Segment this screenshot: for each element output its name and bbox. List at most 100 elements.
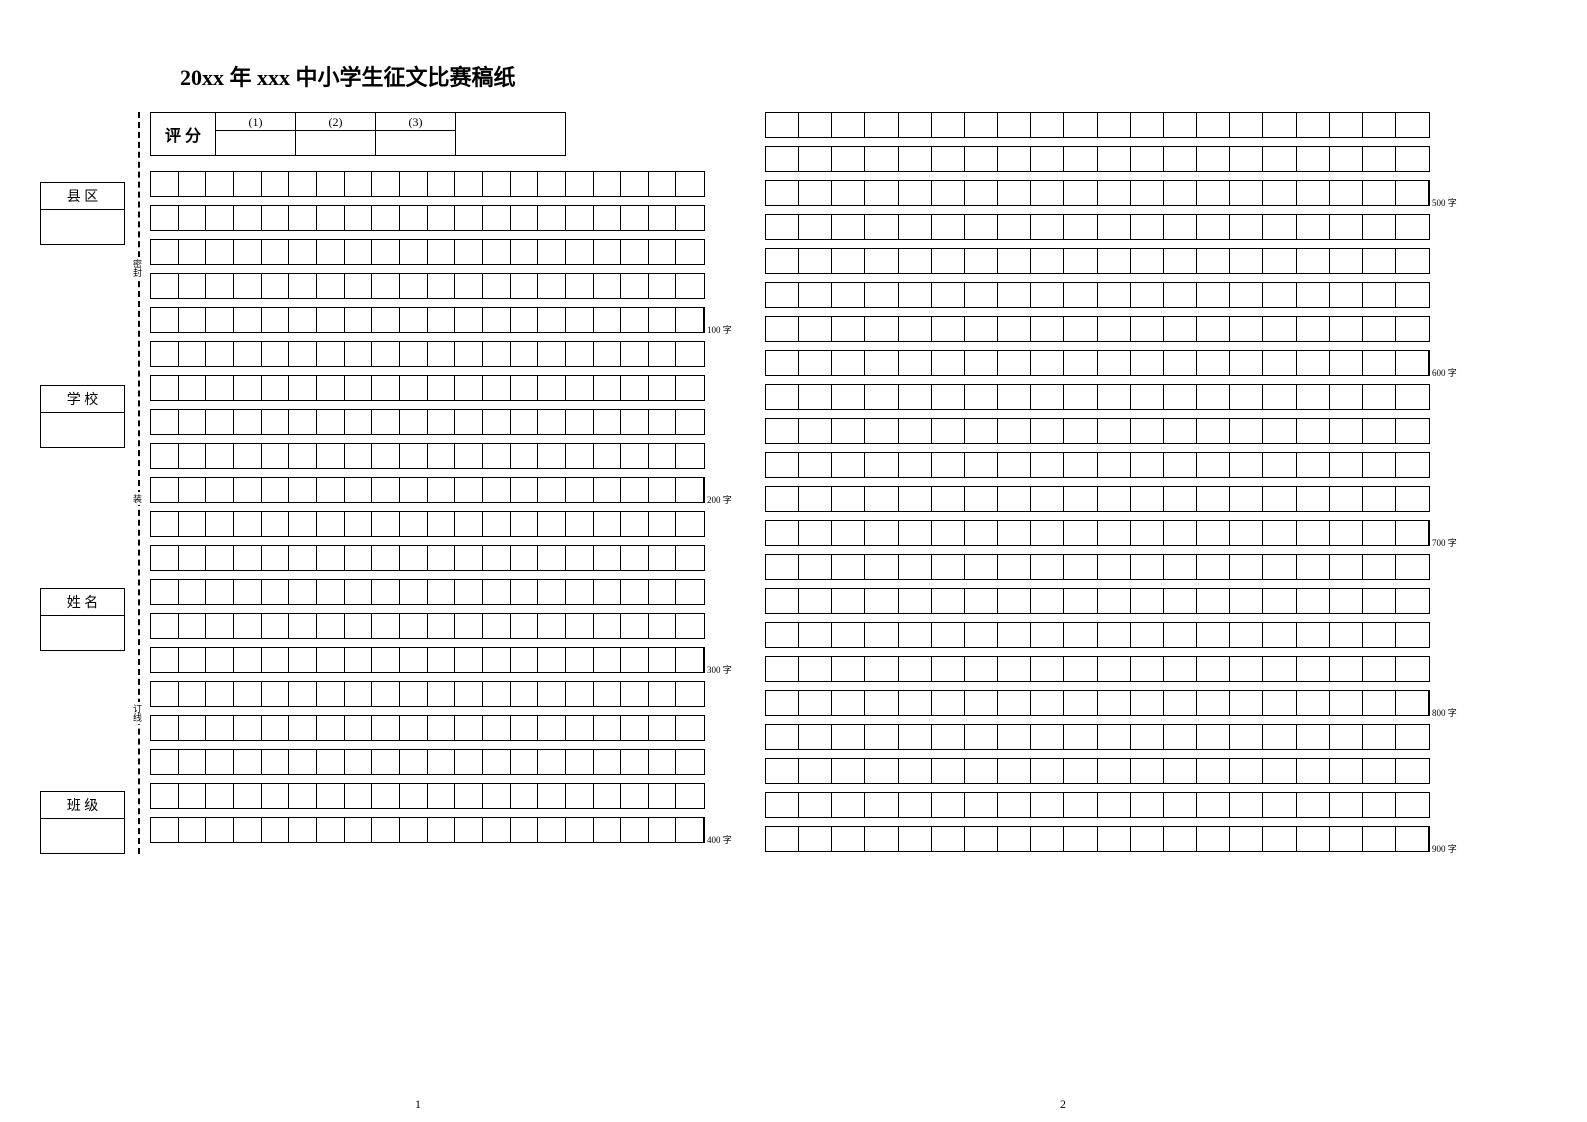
grid-cell — [998, 759, 1031, 783]
grid-cell — [483, 648, 511, 672]
grid-row — [765, 792, 1430, 818]
grid-cell — [317, 648, 345, 672]
grid-cell — [1263, 215, 1296, 239]
grid-cell — [428, 546, 456, 570]
page-number-1: 1 — [415, 1097, 421, 1112]
grid-cell — [594, 444, 622, 468]
grid-cell — [649, 342, 677, 366]
grid-cell — [932, 317, 965, 341]
grid-cell — [1197, 283, 1230, 307]
grid-cell — [372, 546, 400, 570]
grid-cell — [799, 691, 832, 715]
grid-cell — [372, 512, 400, 536]
grid-cell — [428, 716, 456, 740]
side-label-name-body — [40, 616, 125, 651]
grid-cell — [1197, 691, 1230, 715]
grid-cell — [998, 793, 1031, 817]
grid-cell — [1197, 147, 1230, 171]
grid-cell — [799, 317, 832, 341]
grid-cell — [1230, 113, 1263, 137]
grid-row — [150, 681, 705, 707]
grid-cell — [1164, 181, 1197, 205]
grid-cell — [1164, 521, 1197, 545]
grid-cell — [621, 274, 649, 298]
grid-cell — [345, 818, 373, 842]
grid-cell — [1330, 351, 1363, 375]
grid-cell — [1330, 215, 1363, 239]
grid-cell — [262, 240, 290, 264]
grid-cell — [799, 555, 832, 579]
grid-row — [765, 316, 1430, 342]
grid-cell — [899, 793, 932, 817]
grid-cell — [998, 589, 1031, 613]
score-cell-2-header: (2) — [296, 113, 375, 131]
grid-cell — [1263, 351, 1296, 375]
grid-cell — [1230, 215, 1263, 239]
grid-cell — [1263, 725, 1296, 749]
grid-cell — [400, 818, 428, 842]
grid-cell — [262, 818, 290, 842]
grid-cell — [998, 283, 1031, 307]
grid-cell — [179, 580, 207, 604]
grid-cell — [1164, 147, 1197, 171]
grid-cell — [1330, 555, 1363, 579]
grid-cell — [649, 206, 677, 230]
grid-cell — [865, 555, 898, 579]
grid-cell — [179, 546, 207, 570]
grid-cell — [1396, 283, 1429, 307]
grid-cell — [262, 716, 290, 740]
grid-cell — [455, 206, 483, 230]
grid-cell — [766, 385, 799, 409]
grid-cell — [1131, 759, 1164, 783]
side-label-county-header: 县 区 — [40, 182, 125, 210]
grid-cell — [538, 716, 566, 740]
grid-row — [765, 248, 1430, 274]
grid-cell — [1064, 589, 1097, 613]
grid-cell — [649, 478, 677, 502]
grid-cell — [455, 240, 483, 264]
grid-cell — [151, 682, 179, 706]
grid-cell — [766, 793, 799, 817]
grid-cell — [899, 215, 932, 239]
grid-cell — [1396, 827, 1429, 851]
grid-cell — [832, 623, 865, 647]
grid-row — [150, 545, 705, 571]
grid-cell — [262, 512, 290, 536]
grid-cell — [998, 181, 1031, 205]
grid-row — [765, 282, 1430, 308]
grid-cell — [832, 283, 865, 307]
grid-cell — [1031, 487, 1064, 511]
grid-cell — [676, 206, 704, 230]
grid-cell — [1098, 453, 1131, 477]
side-label-name: 姓 名 — [40, 588, 125, 651]
grid-cell — [832, 181, 865, 205]
grid-cell — [1330, 113, 1363, 137]
grid-cell — [965, 181, 998, 205]
grid-cell — [400, 308, 428, 332]
grid-cell — [594, 750, 622, 774]
grid-cell — [234, 784, 262, 808]
grid-cell — [428, 206, 456, 230]
grid-cell — [998, 725, 1031, 749]
grid-cell — [1230, 691, 1263, 715]
grid-cell — [151, 376, 179, 400]
grid-cell — [206, 444, 234, 468]
grid-cell — [400, 580, 428, 604]
grid-cell — [262, 682, 290, 706]
grid-cell — [317, 342, 345, 366]
grid-cell — [566, 444, 594, 468]
grid-cell — [428, 478, 456, 502]
grid-cell — [1031, 283, 1064, 307]
grid-cell — [345, 512, 373, 536]
grid-cell — [234, 410, 262, 434]
grid-cell — [766, 827, 799, 851]
seal-dashed-line: 密封 装 订线 — [125, 112, 150, 854]
grid-cell — [566, 716, 594, 740]
grid-cell — [206, 614, 234, 638]
grid-cell — [428, 444, 456, 468]
grid-cell — [965, 147, 998, 171]
grid-cell — [766, 181, 799, 205]
grid-cell — [1297, 793, 1330, 817]
grid-cell — [289, 614, 317, 638]
grid-cell — [1297, 521, 1330, 545]
